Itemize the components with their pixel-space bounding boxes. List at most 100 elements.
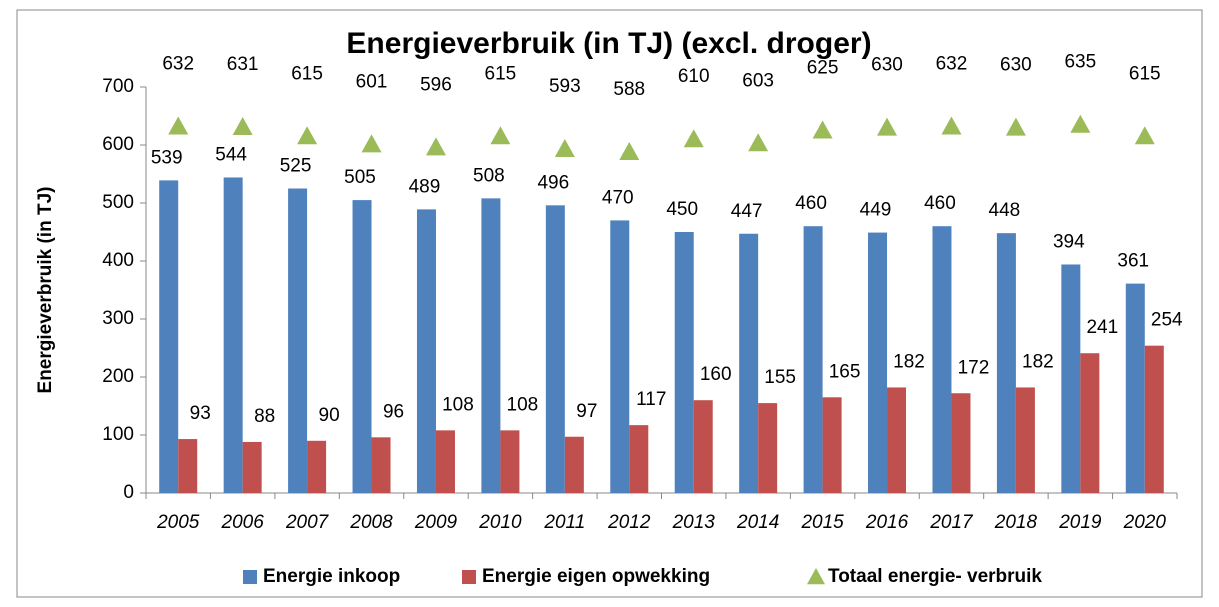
marker bbox=[941, 116, 962, 135]
data-label: 593 bbox=[549, 76, 581, 97]
data-label: 96 bbox=[383, 401, 404, 422]
marker bbox=[1070, 114, 1091, 133]
x-tick-label: 2012 bbox=[607, 512, 651, 533]
data-label: 254 bbox=[1151, 310, 1183, 331]
bar bbox=[674, 232, 694, 493]
marker bbox=[490, 126, 511, 145]
data-label: 160 bbox=[700, 364, 732, 385]
x-tick-label: 2017 bbox=[929, 512, 974, 533]
x-tick-label: 2014 bbox=[736, 512, 779, 533]
marker bbox=[877, 117, 898, 136]
bar bbox=[352, 200, 372, 493]
data-label: 182 bbox=[893, 351, 925, 372]
bar bbox=[1125, 283, 1145, 493]
marker bbox=[168, 116, 189, 135]
chart-border bbox=[16, 9, 1203, 598]
bar bbox=[629, 425, 649, 493]
x-tick-label: 2016 bbox=[865, 512, 909, 533]
x-tick-label: 2007 bbox=[285, 512, 330, 533]
y-tick-label: 500 bbox=[102, 192, 134, 213]
data-label: 610 bbox=[678, 66, 710, 87]
y-axis-title: Energieverbruik (in TJ) bbox=[35, 187, 56, 394]
data-label: 108 bbox=[507, 394, 539, 415]
data-label: 108 bbox=[442, 394, 474, 415]
legend-label: Energie eigen opwekking bbox=[482, 566, 710, 587]
data-label: 172 bbox=[958, 357, 990, 378]
bar bbox=[500, 430, 520, 493]
bar bbox=[371, 437, 391, 493]
data-label: 450 bbox=[666, 199, 698, 220]
data-label: 182 bbox=[1022, 351, 1054, 372]
bar bbox=[223, 177, 243, 494]
bar bbox=[564, 436, 584, 493]
data-label: 615 bbox=[485, 63, 517, 84]
bar bbox=[435, 430, 455, 493]
data-label: 460 bbox=[924, 193, 956, 214]
bar bbox=[307, 440, 327, 493]
data-label: 470 bbox=[602, 187, 634, 208]
bar bbox=[159, 180, 179, 493]
data-label: 603 bbox=[742, 70, 774, 91]
bar bbox=[288, 188, 308, 493]
bar bbox=[1061, 264, 1081, 493]
x-tick-label: 2018 bbox=[994, 512, 1038, 533]
x-tick-label: 2006 bbox=[221, 512, 265, 533]
data-label: 93 bbox=[190, 403, 211, 424]
marker bbox=[1005, 117, 1026, 136]
marker bbox=[748, 133, 769, 152]
data-label: 165 bbox=[829, 361, 861, 382]
data-label: 241 bbox=[1086, 317, 1118, 338]
bar bbox=[178, 439, 198, 493]
y-tick-label: 200 bbox=[102, 366, 134, 387]
bar bbox=[1080, 353, 1100, 493]
x-tick-label: 2005 bbox=[156, 512, 200, 533]
y-tick-label: 700 bbox=[102, 76, 134, 97]
bar bbox=[739, 233, 759, 494]
x-tick-label: 2008 bbox=[349, 512, 393, 533]
bar bbox=[1144, 345, 1164, 493]
bar bbox=[996, 233, 1016, 493]
bar bbox=[868, 232, 888, 493]
data-label: 630 bbox=[871, 55, 903, 76]
data-label: 505 bbox=[344, 167, 376, 188]
data-label: 615 bbox=[291, 63, 323, 84]
bar bbox=[758, 403, 778, 493]
marker bbox=[232, 117, 253, 136]
marker bbox=[1134, 126, 1155, 145]
bar bbox=[822, 397, 842, 493]
marker bbox=[297, 126, 318, 145]
marker bbox=[554, 139, 575, 158]
marker bbox=[361, 134, 382, 153]
data-label: 508 bbox=[473, 165, 505, 186]
bar bbox=[932, 226, 952, 493]
data-label: 460 bbox=[795, 193, 827, 214]
data-label: 631 bbox=[227, 54, 259, 75]
bar bbox=[416, 209, 436, 493]
data-label: 596 bbox=[420, 74, 452, 95]
marker bbox=[683, 129, 704, 148]
marker bbox=[425, 137, 446, 156]
data-label: 155 bbox=[764, 367, 796, 388]
x-tick-label: 2020 bbox=[1123, 512, 1167, 533]
data-label: 447 bbox=[731, 201, 763, 222]
data-label: 394 bbox=[1053, 231, 1085, 252]
data-label: 632 bbox=[162, 53, 194, 74]
marker bbox=[812, 120, 833, 139]
legend-marker bbox=[243, 570, 257, 584]
data-label: 625 bbox=[807, 58, 839, 79]
data-label: 588 bbox=[613, 79, 645, 100]
bar bbox=[242, 441, 262, 493]
data-label: 539 bbox=[151, 147, 183, 168]
bar bbox=[803, 226, 823, 493]
data-label: 630 bbox=[1000, 55, 1032, 76]
bar bbox=[545, 205, 565, 493]
legend-marker bbox=[462, 570, 476, 584]
data-label: 632 bbox=[936, 53, 968, 74]
y-tick-label: 0 bbox=[123, 482, 134, 503]
legend-label: Totaal energie- verbruik bbox=[828, 566, 1042, 587]
data-label: 88 bbox=[254, 406, 275, 427]
x-tick-label: 2010 bbox=[478, 512, 522, 533]
data-label: 615 bbox=[1129, 63, 1161, 84]
data-label: 496 bbox=[537, 172, 569, 193]
